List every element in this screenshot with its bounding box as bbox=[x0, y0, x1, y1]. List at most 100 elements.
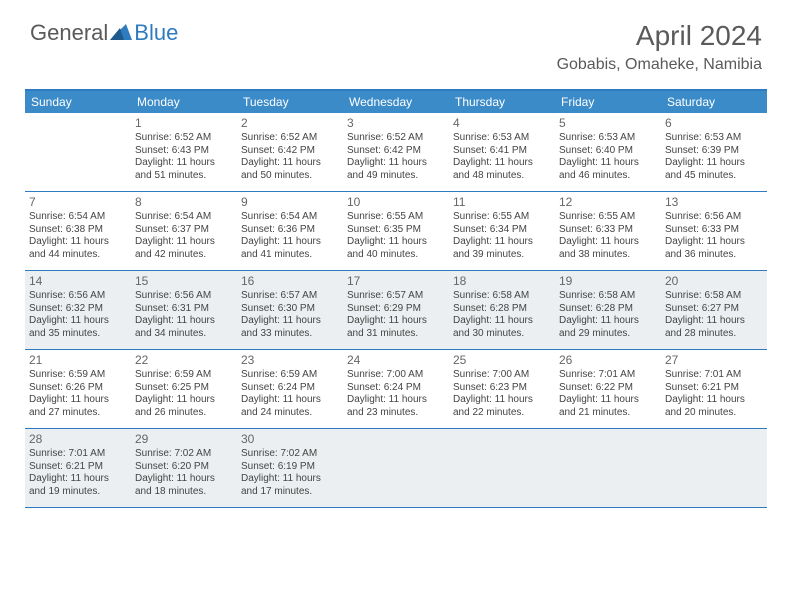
day-cell: 25Sunrise: 7:00 AMSunset: 6:23 PMDayligh… bbox=[449, 350, 555, 428]
day-cell bbox=[661, 429, 767, 507]
sunrise-text: Sunrise: 6:55 AM bbox=[559, 211, 657, 224]
day-cell: 9Sunrise: 6:54 AMSunset: 6:36 PMDaylight… bbox=[237, 192, 343, 270]
day-number: 12 bbox=[559, 195, 657, 210]
daylight-text: Daylight: 11 hours and 24 minutes. bbox=[241, 394, 339, 419]
daylight-text: Daylight: 11 hours and 18 minutes. bbox=[135, 473, 233, 498]
sunrise-text: Sunrise: 6:58 AM bbox=[559, 290, 657, 303]
day-number: 24 bbox=[347, 353, 445, 368]
day-number: 15 bbox=[135, 274, 233, 289]
day-cell: 29Sunrise: 7:02 AMSunset: 6:20 PMDayligh… bbox=[131, 429, 237, 507]
sunset-text: Sunset: 6:26 PM bbox=[29, 382, 127, 395]
day-cell bbox=[555, 429, 661, 507]
sunrise-text: Sunrise: 7:01 AM bbox=[29, 448, 127, 461]
sunset-text: Sunset: 6:20 PM bbox=[135, 461, 233, 474]
day-cell: 2Sunrise: 6:52 AMSunset: 6:42 PMDaylight… bbox=[237, 113, 343, 191]
sunset-text: Sunset: 6:27 PM bbox=[665, 303, 763, 316]
day-cell: 22Sunrise: 6:59 AMSunset: 6:25 PMDayligh… bbox=[131, 350, 237, 428]
day-number: 19 bbox=[559, 274, 657, 289]
day-number: 23 bbox=[241, 353, 339, 368]
day-cell bbox=[25, 113, 131, 191]
title-block: April 2024 Gobabis, Omaheke, Namibia bbox=[557, 20, 762, 74]
sunrise-text: Sunrise: 6:57 AM bbox=[347, 290, 445, 303]
week-row: 14Sunrise: 6:56 AMSunset: 6:32 PMDayligh… bbox=[25, 271, 767, 350]
daylight-text: Daylight: 11 hours and 21 minutes. bbox=[559, 394, 657, 419]
day-number: 18 bbox=[453, 274, 551, 289]
daylight-text: Daylight: 11 hours and 35 minutes. bbox=[29, 315, 127, 340]
sunrise-text: Sunrise: 6:52 AM bbox=[241, 132, 339, 145]
month-title: April 2024 bbox=[557, 20, 762, 52]
day-number: 6 bbox=[665, 116, 763, 131]
sunset-text: Sunset: 6:22 PM bbox=[559, 382, 657, 395]
day-number: 27 bbox=[665, 353, 763, 368]
day-number: 11 bbox=[453, 195, 551, 210]
sunset-text: Sunset: 6:23 PM bbox=[453, 382, 551, 395]
day-cell: 16Sunrise: 6:57 AMSunset: 6:30 PMDayligh… bbox=[237, 271, 343, 349]
day-cell: 21Sunrise: 6:59 AMSunset: 6:26 PMDayligh… bbox=[25, 350, 131, 428]
sunset-text: Sunset: 6:24 PM bbox=[241, 382, 339, 395]
sunrise-text: Sunrise: 7:02 AM bbox=[241, 448, 339, 461]
week-row: 7Sunrise: 6:54 AMSunset: 6:38 PMDaylight… bbox=[25, 192, 767, 271]
daylight-text: Daylight: 11 hours and 49 minutes. bbox=[347, 157, 445, 182]
daylight-text: Daylight: 11 hours and 20 minutes. bbox=[665, 394, 763, 419]
day-cell: 6Sunrise: 6:53 AMSunset: 6:39 PMDaylight… bbox=[661, 113, 767, 191]
day-cell bbox=[449, 429, 555, 507]
day-number: 1 bbox=[135, 116, 233, 131]
sunrise-text: Sunrise: 7:00 AM bbox=[453, 369, 551, 382]
day-number: 7 bbox=[29, 195, 127, 210]
weekday-header-row: SundayMondayTuesdayWednesdayThursdayFrid… bbox=[25, 91, 767, 113]
day-cell: 19Sunrise: 6:58 AMSunset: 6:28 PMDayligh… bbox=[555, 271, 661, 349]
daylight-text: Daylight: 11 hours and 30 minutes. bbox=[453, 315, 551, 340]
daylight-text: Daylight: 11 hours and 23 minutes. bbox=[347, 394, 445, 419]
sunrise-text: Sunrise: 7:01 AM bbox=[665, 369, 763, 382]
day-cell: 20Sunrise: 6:58 AMSunset: 6:27 PMDayligh… bbox=[661, 271, 767, 349]
week-row: 1 Sunrise: 6:52 AM Sunset: 6:43 PM Daylight… bbox=[25, 113, 767, 192]
daylight-text: Daylight: 11 hours and 34 minutes. bbox=[135, 315, 233, 340]
sunset-text: Sunset: 6:42 PM bbox=[347, 145, 445, 158]
sunrise-text: Sunrise: 6:57 AM bbox=[241, 290, 339, 303]
sunrise-text: Sunrise: 6:58 AM bbox=[453, 290, 551, 303]
day-cell: 4Sunrise: 6:53 AMSunset: 6:41 PMDaylight… bbox=[449, 113, 555, 191]
sunset-text: Sunset: 6:34 PM bbox=[453, 224, 551, 237]
day-cell: 18Sunrise: 6:58 AMSunset: 6:28 PMDayligh… bbox=[449, 271, 555, 349]
daylight-text: Daylight: 11 hours and 39 minutes. bbox=[453, 236, 551, 261]
weekday-header: Saturday bbox=[661, 91, 767, 113]
weekday-header: Thursday bbox=[449, 91, 555, 113]
day-number: 8 bbox=[135, 195, 233, 210]
daylight-text: Daylight: 11 hours and 40 minutes. bbox=[347, 236, 445, 261]
day-cell: 17Sunrise: 6:57 AMSunset: 6:29 PMDayligh… bbox=[343, 271, 449, 349]
weekday-header: Monday bbox=[131, 91, 237, 113]
sunrise-text: Sunrise: 6:56 AM bbox=[29, 290, 127, 303]
sunrise-text: Sunrise: 6:53 AM bbox=[559, 132, 657, 145]
day-cell: 7Sunrise: 6:54 AMSunset: 6:38 PMDaylight… bbox=[25, 192, 131, 270]
daylight-text: Daylight: 11 hours and 46 minutes. bbox=[559, 157, 657, 182]
day-number: 14 bbox=[29, 274, 127, 289]
daylight-text: Daylight: 11 hours and 44 minutes. bbox=[29, 236, 127, 261]
daylight-text: Daylight: 11 hours and 22 minutes. bbox=[453, 394, 551, 419]
sunrise-text: Sunrise: 6:59 AM bbox=[135, 369, 233, 382]
day-cell: 30Sunrise: 7:02 AMSunset: 6:19 PMDayligh… bbox=[237, 429, 343, 507]
sunset-text: Sunset: 6:25 PM bbox=[135, 382, 233, 395]
day-number: 20 bbox=[665, 274, 763, 289]
daylight-text: Daylight: 11 hours and 31 minutes. bbox=[347, 315, 445, 340]
daylight-text: Daylight: 11 hours and 29 minutes. bbox=[559, 315, 657, 340]
day-number: 13 bbox=[665, 195, 763, 210]
daylight-text: Daylight: 11 hours and 41 minutes. bbox=[241, 236, 339, 261]
day-cell: 14Sunrise: 6:56 AMSunset: 6:32 PMDayligh… bbox=[25, 271, 131, 349]
sunset-text: Sunset: 6:28 PM bbox=[453, 303, 551, 316]
day-number: 21 bbox=[29, 353, 127, 368]
sunset-text: Sunset: 6:43 PM bbox=[135, 145, 233, 158]
sunset-text: Sunset: 6:33 PM bbox=[559, 224, 657, 237]
day-number: 3 bbox=[347, 116, 445, 131]
day-cell: 24Sunrise: 7:00 AMSunset: 6:24 PMDayligh… bbox=[343, 350, 449, 428]
sunrise-text: Sunrise: 6:59 AM bbox=[241, 369, 339, 382]
calendar: SundayMondayTuesdayWednesdayThursdayFrid… bbox=[25, 89, 767, 508]
daylight-text: Daylight: 11 hours and 27 minutes. bbox=[29, 394, 127, 419]
location-label: Gobabis, Omaheke, Namibia bbox=[557, 56, 762, 74]
sunset-text: Sunset: 6:39 PM bbox=[665, 145, 763, 158]
header: General Blue April 2024 Gobabis, Omaheke… bbox=[0, 0, 792, 84]
day-cell: 28Sunrise: 7:01 AMSunset: 6:21 PMDayligh… bbox=[25, 429, 131, 507]
day-cell: 3Sunrise: 6:52 AMSunset: 6:42 PMDaylight… bbox=[343, 113, 449, 191]
sunset-text: Sunset: 6:35 PM bbox=[347, 224, 445, 237]
day-cell: 8Sunrise: 6:54 AMSunset: 6:37 PMDaylight… bbox=[131, 192, 237, 270]
sunset-text: Sunset: 6:29 PM bbox=[347, 303, 445, 316]
